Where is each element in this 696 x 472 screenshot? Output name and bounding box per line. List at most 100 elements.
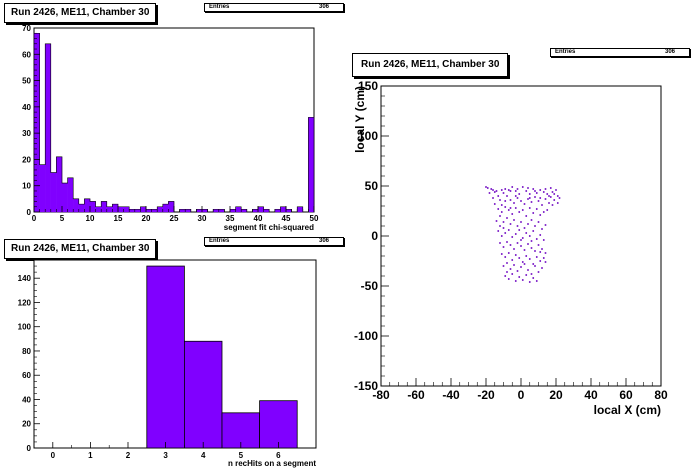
local-x-tick-label: 80 <box>654 388 668 402</box>
local-scatter-point <box>549 196 552 198</box>
chi2-plot-frame <box>33 27 315 213</box>
nrechits-x-tick-label: 5 <box>239 451 244 460</box>
chi2-bar <box>263 209 270 213</box>
chi2-bar <box>95 206 102 213</box>
local-scatter-point <box>523 227 526 229</box>
local-scatter-point <box>504 200 507 202</box>
local-scatter-point <box>541 248 543 250</box>
local-x-tick-label: -80 <box>372 388 390 402</box>
local-scatter-point <box>528 281 531 283</box>
local-scatter-point <box>542 239 545 241</box>
chi2-panel-title: Run 2426, ME11, Chamber 30 <box>4 3 157 23</box>
local-scatter-point <box>493 203 496 205</box>
local-scatter-point <box>539 214 542 216</box>
local-scatter-point <box>539 260 542 262</box>
local-scatter-point <box>527 243 529 245</box>
local-scatter-point <box>534 225 536 227</box>
chi2-x-tick-label: 20 <box>142 214 151 223</box>
local-y-tick-label: 0 <box>371 229 378 243</box>
local-scatter-point <box>495 220 498 222</box>
local-scatter-point <box>520 239 522 241</box>
local-scatter-point <box>511 259 514 261</box>
chi2-x-tick-label: 30 <box>198 214 207 223</box>
local-scatter-point <box>506 271 508 273</box>
local-scatter-point <box>523 249 526 251</box>
chi2-x-tick-label: 0 <box>32 214 37 223</box>
chi2-bar <box>45 43 51 213</box>
local-scatter-point <box>500 189 503 191</box>
chi2-y-tick-label: 10 <box>22 182 31 191</box>
local-scatter-point <box>513 202 515 204</box>
nrechits-panel-title: Run 2426, ME11, Chamber 30 <box>4 239 157 259</box>
local-scatter-point <box>551 204 554 206</box>
nrechits-x-tick-label: 1 <box>88 451 93 460</box>
local-scatter-point <box>542 257 545 259</box>
local-y-tick-label: 50 <box>365 179 379 193</box>
local-scatter-point <box>492 189 494 191</box>
local-scatter-point <box>506 195 508 197</box>
local-scatter-point <box>530 273 533 275</box>
chi2-bar <box>157 206 163 213</box>
chi2-bar <box>280 206 287 213</box>
chi2-bar <box>185 209 191 213</box>
local-scatter-point <box>509 223 512 225</box>
local-scatter-point <box>513 248 515 250</box>
chi2-bar <box>140 206 147 213</box>
local-scatter-point <box>535 238 538 240</box>
local-scatter-point <box>527 187 529 189</box>
chi2-bar <box>285 209 292 213</box>
chi2-x-tick-label: 40 <box>254 214 263 223</box>
local-scatter-point <box>532 188 535 190</box>
local-scatter-point <box>542 211 545 213</box>
nrechits-x-tick-label: 4 <box>201 451 206 460</box>
local-scatter-point <box>532 277 535 279</box>
local-x-tick-label: -60 <box>407 388 425 402</box>
chi2-bar <box>235 206 242 213</box>
local-scatter-point <box>527 198 529 200</box>
local-scatter-point <box>528 207 531 209</box>
chi2-stats-label: Entries <box>209 4 230 10</box>
local-scatter-point <box>525 190 528 192</box>
local-stats-value: 306 <box>664 49 675 55</box>
local-scatter-point <box>504 232 507 234</box>
local-scatter-point <box>553 193 556 195</box>
local-scatter-point <box>506 217 508 219</box>
chi2-bar <box>129 209 135 213</box>
local-scatter-point <box>499 225 501 227</box>
local-panel-title: Run 2426, ME11, Chamber 30 <box>352 53 509 77</box>
local-scatter-point <box>509 244 512 246</box>
local-scatter-point <box>534 265 536 267</box>
local-x-tick-label: 40 <box>584 388 598 402</box>
chi2-bar <box>112 203 119 213</box>
local-scatter-point <box>544 252 547 254</box>
chi2-y-tick-label: 20 <box>22 155 31 164</box>
local-scatter-point <box>521 261 524 263</box>
local-scatter-point <box>548 195 550 197</box>
local-scatter-point <box>514 207 517 209</box>
local-scatter-point <box>537 200 540 202</box>
chi2-y-tick-label: 70 <box>22 24 31 33</box>
local-scatter-point <box>516 197 519 199</box>
local-scatter-point <box>504 256 507 258</box>
local-scatter-point <box>511 236 514 238</box>
chi2-x-tick-label: 35 <box>226 214 235 223</box>
nrechits-x-axis-label: n recHits on a segment <box>228 459 316 468</box>
local-y-tick-label: -100 <box>354 329 378 343</box>
local-scatter-point <box>500 204 503 206</box>
local-scatter-point <box>513 264 515 266</box>
local-scatter-point <box>530 201 533 203</box>
local-x-tick-label: -40 <box>442 388 460 402</box>
chi2-x-tick-label: 15 <box>114 214 123 223</box>
local-scatter-point <box>502 192 505 194</box>
local-scatter-point <box>507 189 510 191</box>
local-scatter-point <box>499 199 501 201</box>
nrechits-y-tick-label: 20 <box>22 420 31 429</box>
local-scatter-point <box>535 192 538 194</box>
local-scatter-point <box>499 215 501 217</box>
nrechits-y-tick-label: 0 <box>27 444 32 453</box>
chi2-bar <box>241 209 247 213</box>
local-scatter-point <box>555 189 557 191</box>
chi2-bar <box>252 209 259 213</box>
local-scatter-point <box>525 215 528 217</box>
local-scatter-point <box>504 188 507 190</box>
